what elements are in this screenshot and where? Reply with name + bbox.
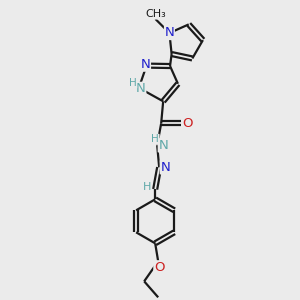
Text: H: H [129, 78, 137, 88]
Text: N: N [164, 26, 174, 40]
Text: O: O [182, 117, 192, 130]
Text: N: N [141, 58, 150, 71]
Text: N: N [160, 161, 170, 174]
Text: H: H [143, 182, 152, 192]
Text: O: O [154, 261, 164, 274]
Text: N: N [158, 139, 168, 152]
Text: H: H [151, 134, 159, 144]
Text: CH₃: CH₃ [145, 9, 166, 19]
Text: N: N [136, 82, 146, 95]
